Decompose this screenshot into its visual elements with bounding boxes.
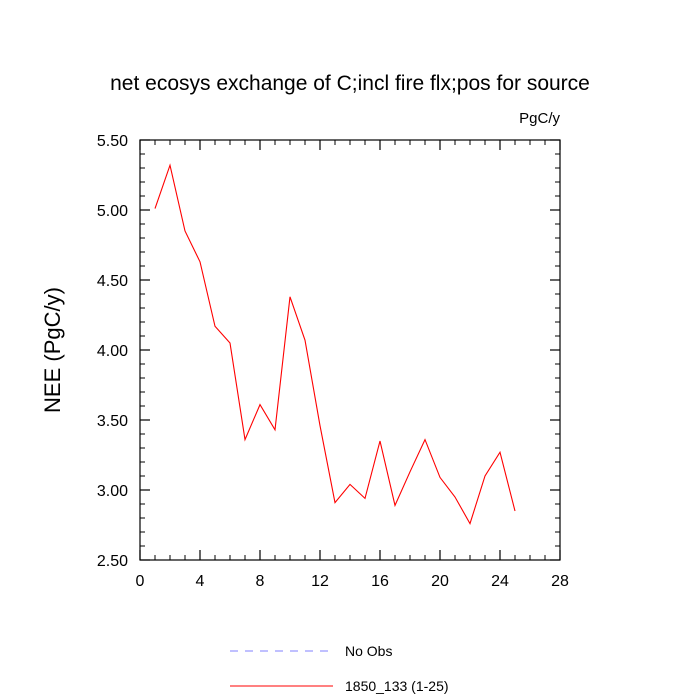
legend-label: No Obs [345,643,392,659]
x-tick-label: 4 [196,573,205,590]
y-tick-label: 3.00 [97,483,128,500]
y-tick-labels: 2.50 3.00 3.50 4.00 4.50 5.00 5.50 [97,133,128,570]
y-tick-label: 2.50 [97,553,128,570]
x-tick-label: 12 [311,573,329,590]
y-axis-label: NEE (PgC/y) [40,287,65,413]
plot-frame [139,139,561,561]
chart-title: net ecosys exchange of C;incl fire flx;p… [110,72,590,95]
x-tick-label: 0 [136,573,145,590]
x-tick-label: 16 [371,573,389,590]
y-tick-label: 5.50 [97,133,128,150]
y-tick-label: 4.50 [97,273,128,290]
legend: No Obs 1850_133 (1-25) [230,643,449,694]
legend-label: 1850_133 (1-25) [345,678,449,694]
y-tick-label: 3.50 [97,413,128,430]
x-tick-label: 28 [551,573,569,590]
y-tick-label: 4.00 [97,343,128,360]
ticks-layer [139,139,561,561]
units-label: PgC/y [519,110,560,127]
x-tick-label: 20 [431,573,449,590]
x-tick-label: 8 [256,573,265,590]
series-line [154,163,516,525]
y-tick-label: 5.00 [97,203,128,220]
series-layer [154,163,516,525]
x-tick-label: 24 [491,573,509,590]
x-tick-labels: 0 4 8 12 16 20 24 28 [136,573,569,590]
